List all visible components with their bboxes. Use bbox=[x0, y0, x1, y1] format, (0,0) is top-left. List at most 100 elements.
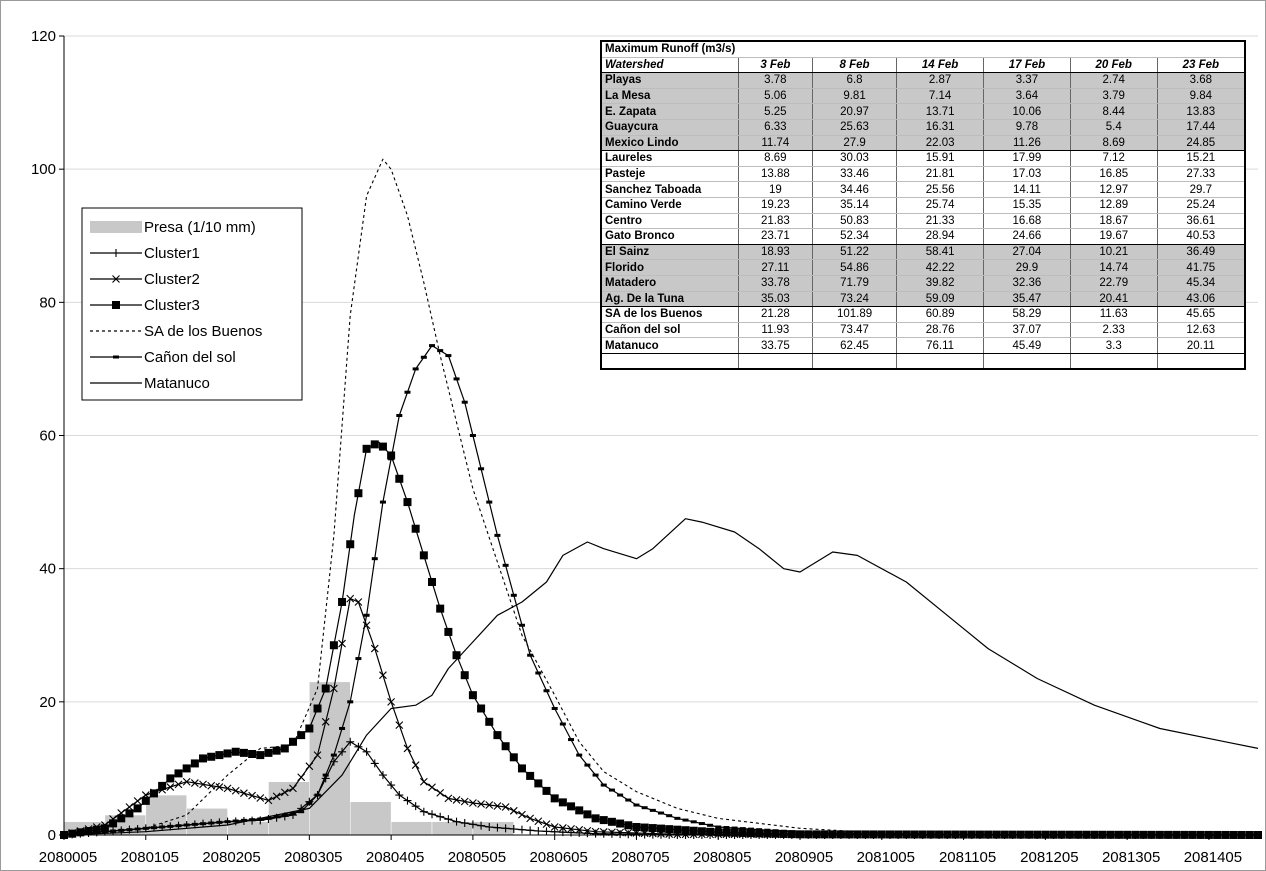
table-cell: 7.12 bbox=[1070, 150, 1158, 167]
table-row-label: Sanchez Taboada bbox=[601, 181, 739, 198]
cluster3-marker bbox=[199, 754, 208, 763]
canon-marker bbox=[952, 832, 959, 836]
x-tick-label: 2080505 bbox=[448, 849, 506, 866]
canon-marker bbox=[723, 826, 730, 830]
table-cell: 76.11 bbox=[896, 337, 985, 354]
cluster2-marker bbox=[346, 594, 355, 603]
cluster2-marker bbox=[411, 761, 420, 769]
canon-marker bbox=[895, 832, 902, 836]
canon-marker bbox=[183, 823, 190, 827]
cluster3-marker bbox=[190, 759, 199, 768]
cluster1-marker bbox=[477, 821, 486, 830]
table-cell: 35.47 bbox=[983, 291, 1071, 308]
table-row: Matadero 33.78 71.79 39.82 32.36 22.79 45.34 bbox=[601, 275, 1246, 292]
cluster3-marker bbox=[812, 830, 821, 839]
cluster3-marker bbox=[640, 823, 649, 832]
table-row: Camino Verde 19.23 35.14 25.74 15.35 12.89 25.… bbox=[601, 197, 1246, 214]
table-cell: 3.3 bbox=[1070, 337, 1158, 354]
table-cell: 37.07 bbox=[983, 322, 1071, 339]
cluster3-marker bbox=[804, 830, 813, 839]
canon-marker bbox=[927, 832, 934, 836]
cluster3-marker bbox=[117, 814, 126, 823]
table-row-label: Gato Bronco bbox=[601, 228, 739, 245]
canon-marker bbox=[85, 831, 92, 835]
presa-bar bbox=[349, 801, 392, 836]
table-cell: 22.79 bbox=[1070, 275, 1158, 292]
cluster2-marker bbox=[501, 803, 510, 811]
cluster3-marker bbox=[763, 829, 772, 838]
table-row: Pasteje 13.88 33.46 21.81 17.03 16.85 27.33 bbox=[601, 166, 1246, 183]
x-tick-label: 2081205 bbox=[1020, 849, 1078, 866]
cluster3-marker bbox=[239, 748, 248, 757]
table-cell: 24.66 bbox=[983, 228, 1071, 245]
canon-marker bbox=[813, 831, 820, 835]
table-cell: 3 Feb bbox=[738, 57, 813, 74]
table-cell: 21.83 bbox=[738, 213, 813, 230]
table-cell: 45.65 bbox=[1157, 306, 1246, 323]
table-row-label: El Sainz bbox=[601, 244, 739, 261]
cluster2-marker bbox=[583, 826, 592, 835]
canon-marker bbox=[698, 822, 705, 826]
cluster2-marker bbox=[444, 794, 453, 803]
cluster2-marker bbox=[419, 777, 428, 786]
table-blank-row bbox=[601, 353, 1246, 370]
cluster2-marker bbox=[223, 784, 232, 793]
x-tick-label: 2080105 bbox=[121, 849, 179, 866]
cluster3-marker bbox=[746, 829, 755, 838]
table-cell: 71.79 bbox=[812, 275, 898, 292]
table-row: Playas 3.78 6.8 2.87 3.37 2.74 3.68 bbox=[601, 72, 1246, 89]
table-cell: 23.71 bbox=[738, 228, 813, 245]
table-cell: 45.49 bbox=[983, 337, 1071, 354]
x-tick-label: 2080405 bbox=[366, 849, 424, 866]
table-cell: 35.03 bbox=[738, 291, 813, 308]
cluster3-marker bbox=[248, 749, 257, 758]
table-cell: 62.45 bbox=[812, 337, 898, 354]
cluster1-marker bbox=[607, 829, 616, 838]
x-tick-label: 2081005 bbox=[857, 849, 915, 866]
x-tick-label: 2080205 bbox=[202, 849, 260, 866]
cluster1-marker bbox=[493, 823, 502, 832]
table-cell: 14.74 bbox=[1070, 259, 1158, 276]
x-tick-label: 2080605 bbox=[529, 849, 587, 866]
sa-de-los-buenos-line bbox=[63, 158, 1258, 836]
legend-label-cluster3: Cluster3 bbox=[144, 297, 200, 314]
cluster2-marker bbox=[493, 802, 502, 810]
canon-marker bbox=[200, 822, 207, 826]
cluster1-marker bbox=[428, 810, 437, 819]
canon-marker bbox=[674, 816, 681, 820]
cluster1-marker bbox=[403, 796, 412, 805]
table-cell: 15.21 bbox=[1157, 150, 1246, 167]
table-cell: 3.79 bbox=[1070, 88, 1158, 105]
table-cell: 8 Feb bbox=[812, 57, 898, 74]
cluster3-marker bbox=[428, 577, 437, 586]
table-cell: 36.49 bbox=[1157, 244, 1246, 261]
canon-marker bbox=[747, 827, 754, 831]
table-cell: 58.41 bbox=[896, 244, 985, 261]
table-row-label: Centro bbox=[601, 213, 739, 230]
axes: 0 20 40 60 80 100 120 2080005 2080105 2080205 2080… bbox=[31, 28, 1258, 866]
canon-marker bbox=[502, 563, 509, 567]
table-cell: 7.14 bbox=[896, 88, 985, 105]
table-row: Matanuco 33.75 62.45 76.11 45.49 3.3 20.11 bbox=[601, 337, 1246, 354]
canon-marker bbox=[756, 828, 763, 832]
table-cell: 6.8 bbox=[812, 72, 898, 89]
canon-marker bbox=[412, 367, 419, 371]
table-cell: 21.28 bbox=[738, 306, 813, 323]
table-row-label: Florido bbox=[601, 259, 739, 276]
canon-marker bbox=[739, 827, 746, 831]
table-row-label bbox=[601, 353, 739, 370]
table-cell: 32.36 bbox=[983, 275, 1071, 292]
canon-marker bbox=[216, 820, 223, 824]
table-cell bbox=[1070, 41, 1158, 58]
cluster1-marker bbox=[616, 830, 625, 839]
table-row-label: Cañon del sol bbox=[601, 322, 739, 339]
cluster2-marker bbox=[542, 820, 551, 829]
cluster3-marker bbox=[231, 747, 240, 756]
canon-marker bbox=[510, 593, 517, 597]
table-cell: 51.22 bbox=[812, 244, 898, 261]
canon-marker bbox=[404, 390, 411, 394]
cluster3-marker bbox=[689, 826, 698, 835]
matanuco-line bbox=[63, 518, 1259, 836]
cluster3-marker bbox=[477, 704, 486, 713]
table-cell: 9.78 bbox=[983, 119, 1071, 136]
